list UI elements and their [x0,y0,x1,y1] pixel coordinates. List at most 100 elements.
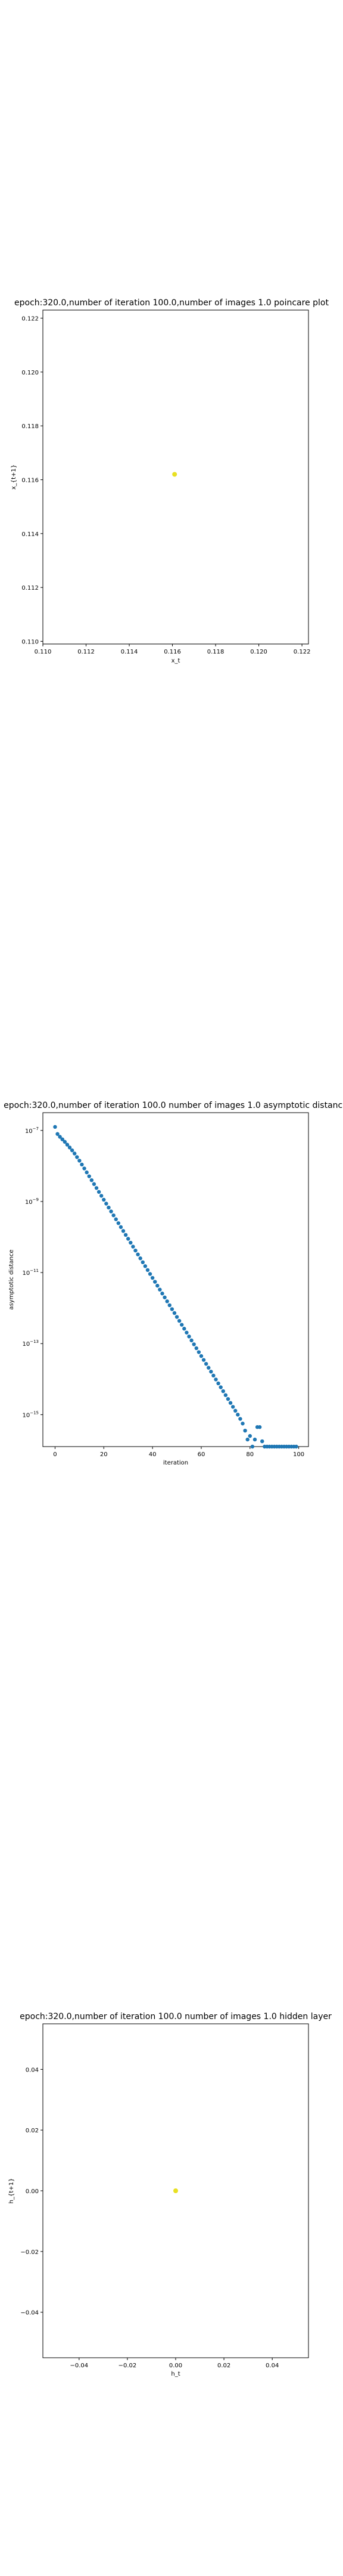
data-points [173,2188,178,2193]
data-point [221,1389,225,1394]
data-point [145,1268,150,1272]
x-tick-label: −0.04 [70,2363,88,2369]
data-point [109,1209,113,1213]
data-point [99,1194,104,1198]
hidden-layer-plot: epoch:320.0,number of iteration 100.0 nu… [8,2012,332,2377]
data-points [53,1125,298,1449]
data-point [70,1148,74,1153]
data-point [163,1295,167,1299]
x-tick-label: 0 [53,1451,57,1458]
data-point [214,1377,218,1382]
data-point [58,1135,62,1139]
data-point [172,1311,177,1315]
y-tick-label: 0.04 [26,2067,39,2073]
data-point [67,1145,72,1150]
data-point [216,1381,220,1386]
y-tick-label: 0.114 [21,531,39,538]
data-point [89,1178,94,1182]
x-tick-label: 0.112 [77,649,95,655]
data-point [197,1350,201,1354]
data-point [104,1202,108,1206]
x-tick-label: 0.110 [35,649,52,655]
data-point [230,1405,235,1409]
data-point [182,1327,186,1331]
data-point [94,1186,99,1190]
data-point [80,1162,84,1167]
data-point [121,1229,126,1233]
data-point [148,1272,152,1276]
data-point [131,1244,135,1249]
data-point [153,1280,157,1284]
y-tick-label: 10−15 [22,1410,39,1419]
data-point [126,1237,130,1241]
x-axis-label: iteration [163,1460,188,1466]
data-point [185,1330,189,1335]
y-tick-label: 0.120 [21,370,39,376]
data-point [294,1444,298,1449]
data-point [160,1292,164,1296]
y-tick-label: 10−9 [25,1197,39,1206]
y-ticks: 0.04 0.02 0.00 −0.02 −0.04 [20,2067,43,2317]
y-axis-label: asymptotic distance [8,1249,15,1309]
y-tick-label: 10−7 [25,1126,39,1135]
data-point [260,1439,264,1444]
data-point [150,1275,155,1280]
data-point [75,1155,79,1159]
data-point [72,1151,77,1156]
y-axis-label: h_{t+1} [8,2178,15,2204]
y-tick-label: 0.110 [21,639,39,645]
data-point [243,1428,247,1433]
data-point [119,1225,123,1230]
y-tick-label: 0.122 [21,316,39,323]
x-tick-label: 0.118 [207,649,224,655]
data-point [141,1260,145,1265]
data-point [174,1315,179,1319]
data-point [111,1213,116,1218]
x-tick-label: 0.04 [266,2363,279,2369]
data-point [177,1318,182,1323]
data-point [245,1437,250,1442]
data-point [87,1174,91,1178]
data-point [199,1354,204,1358]
data-point [192,1342,196,1346]
data-point [209,1370,213,1374]
data-point [252,1437,257,1442]
data-point [207,1366,211,1370]
data-point [136,1252,140,1256]
x-ticks: −0.04 −0.02 0.00 0.02 0.04 [70,2358,279,2369]
data-point [107,1205,111,1210]
data-point [241,1422,245,1426]
y-tick-label: 0.116 [21,478,39,484]
x-tick-label: 60 [198,1451,205,1458]
y-ticks: 10−7 10−9 10−11 10−13 10−15 [22,1126,43,1419]
data-point [133,1248,138,1253]
data-point [53,1125,57,1129]
data-point [194,1346,198,1351]
data-point [250,1444,255,1449]
data-point [173,2188,178,2193]
x-tick-label: 0.114 [121,649,138,655]
data-point [233,1408,238,1413]
x-tick-label: 0.02 [217,2363,230,2369]
data-point [211,1373,216,1378]
x-axis-label: h_t [171,2371,180,2377]
data-point [189,1338,194,1343]
y-tick-label: 10−13 [22,1339,39,1348]
y-tick-label: 10−11 [22,1268,39,1277]
data-point [85,1170,89,1175]
data-point [158,1287,162,1292]
plot-frame [42,309,309,645]
data-point [187,1335,191,1339]
data-point [129,1240,133,1245]
data-point [63,1140,67,1144]
data-point [172,472,177,477]
data-point [226,1397,230,1401]
data-point [116,1221,121,1225]
plot-frame [42,1112,309,1447]
data-point [65,1143,70,1147]
asymptotic-distance-plot: epoch:320.0,number of iteration 100.0 nu… [4,1101,343,1466]
data-point [96,1190,101,1194]
y-tick-label: −0.04 [20,2310,39,2317]
x-axis-label: x_t [172,658,180,664]
data-point [155,1283,160,1288]
